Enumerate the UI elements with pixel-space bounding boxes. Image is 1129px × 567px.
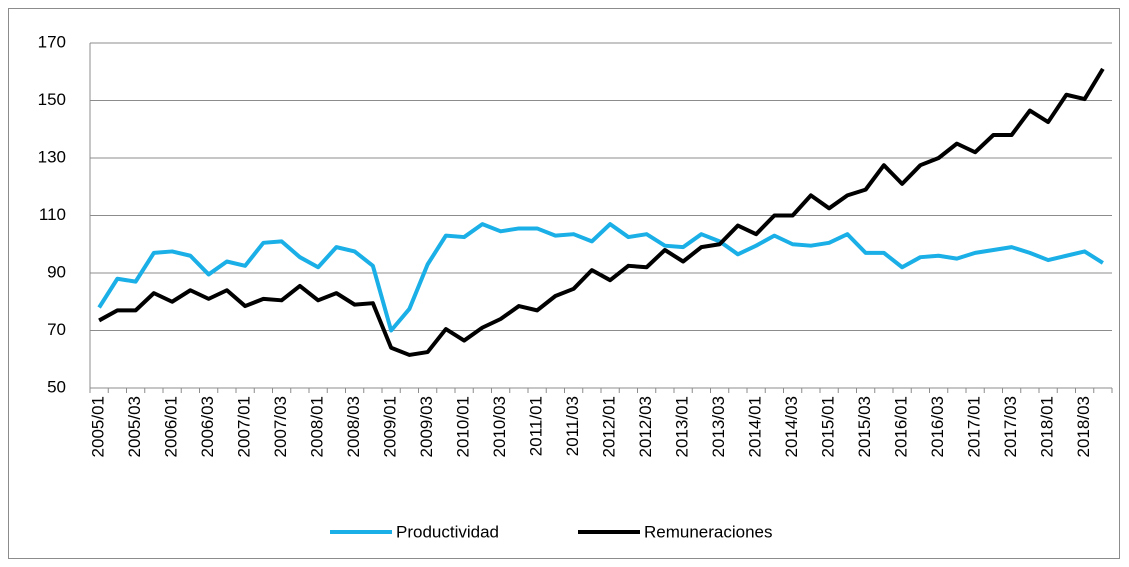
x-tick-label: 2009/03 <box>417 396 436 457</box>
x-tick-label: 2008/03 <box>344 396 363 457</box>
x-tick-label: 2018/01 <box>1038 396 1057 457</box>
y-tick-label: 130 <box>38 147 66 166</box>
x-tick-label: 2011/03 <box>563 396 582 456</box>
x-tick-label: 2012/03 <box>636 396 655 457</box>
x-tick-label: 2007/03 <box>271 396 290 457</box>
legend-label: Productividad <box>396 522 499 541</box>
x-tick-label: 2015/01 <box>819 396 838 457</box>
x-tick-label: 2015/03 <box>855 396 874 457</box>
x-tick-label: 2006/03 <box>198 396 217 457</box>
x-tick-label: 2017/01 <box>965 396 984 457</box>
y-tick-label: 50 <box>47 377 66 396</box>
x-tick-label: 2008/01 <box>308 396 327 457</box>
y-tick-label: 110 <box>39 205 66 224</box>
x-tick-label: 2016/01 <box>892 396 911 457</box>
x-tick-label: 2014/03 <box>782 396 801 457</box>
series-line <box>98 67 1105 357</box>
x-tick-label: 2006/01 <box>162 396 181 457</box>
x-tick-label: 2014/01 <box>746 396 765 457</box>
y-tick-label: 170 <box>38 32 66 51</box>
x-tick-label: 2017/03 <box>1001 396 1020 457</box>
x-tick-label: 2016/03 <box>928 396 947 457</box>
x-tick-label: 2007/01 <box>235 396 254 457</box>
x-tick-label: 2010/01 <box>454 396 473 457</box>
series-line <box>97 222 1104 333</box>
legend-label: Remuneraciones <box>644 522 773 541</box>
chart-frame <box>8 8 1120 559</box>
x-tick-label: 2005/01 <box>89 396 108 457</box>
x-tick-label: 2013/03 <box>709 396 728 457</box>
x-tick-label: 2013/01 <box>673 396 692 457</box>
x-tick-label: 2005/03 <box>125 396 144 457</box>
x-tick-label: 2010/03 <box>490 396 509 457</box>
y-tick-label: 70 <box>47 320 66 339</box>
y-tick-label: 150 <box>38 90 66 109</box>
x-tick-label: 2018/03 <box>1074 396 1093 457</box>
x-tick-label: 2011/01 <box>527 396 546 456</box>
y-tick-label: 90 <box>47 262 66 281</box>
x-tick-label: 2009/01 <box>381 396 400 457</box>
x-tick-label: 2012/01 <box>600 396 619 457</box>
